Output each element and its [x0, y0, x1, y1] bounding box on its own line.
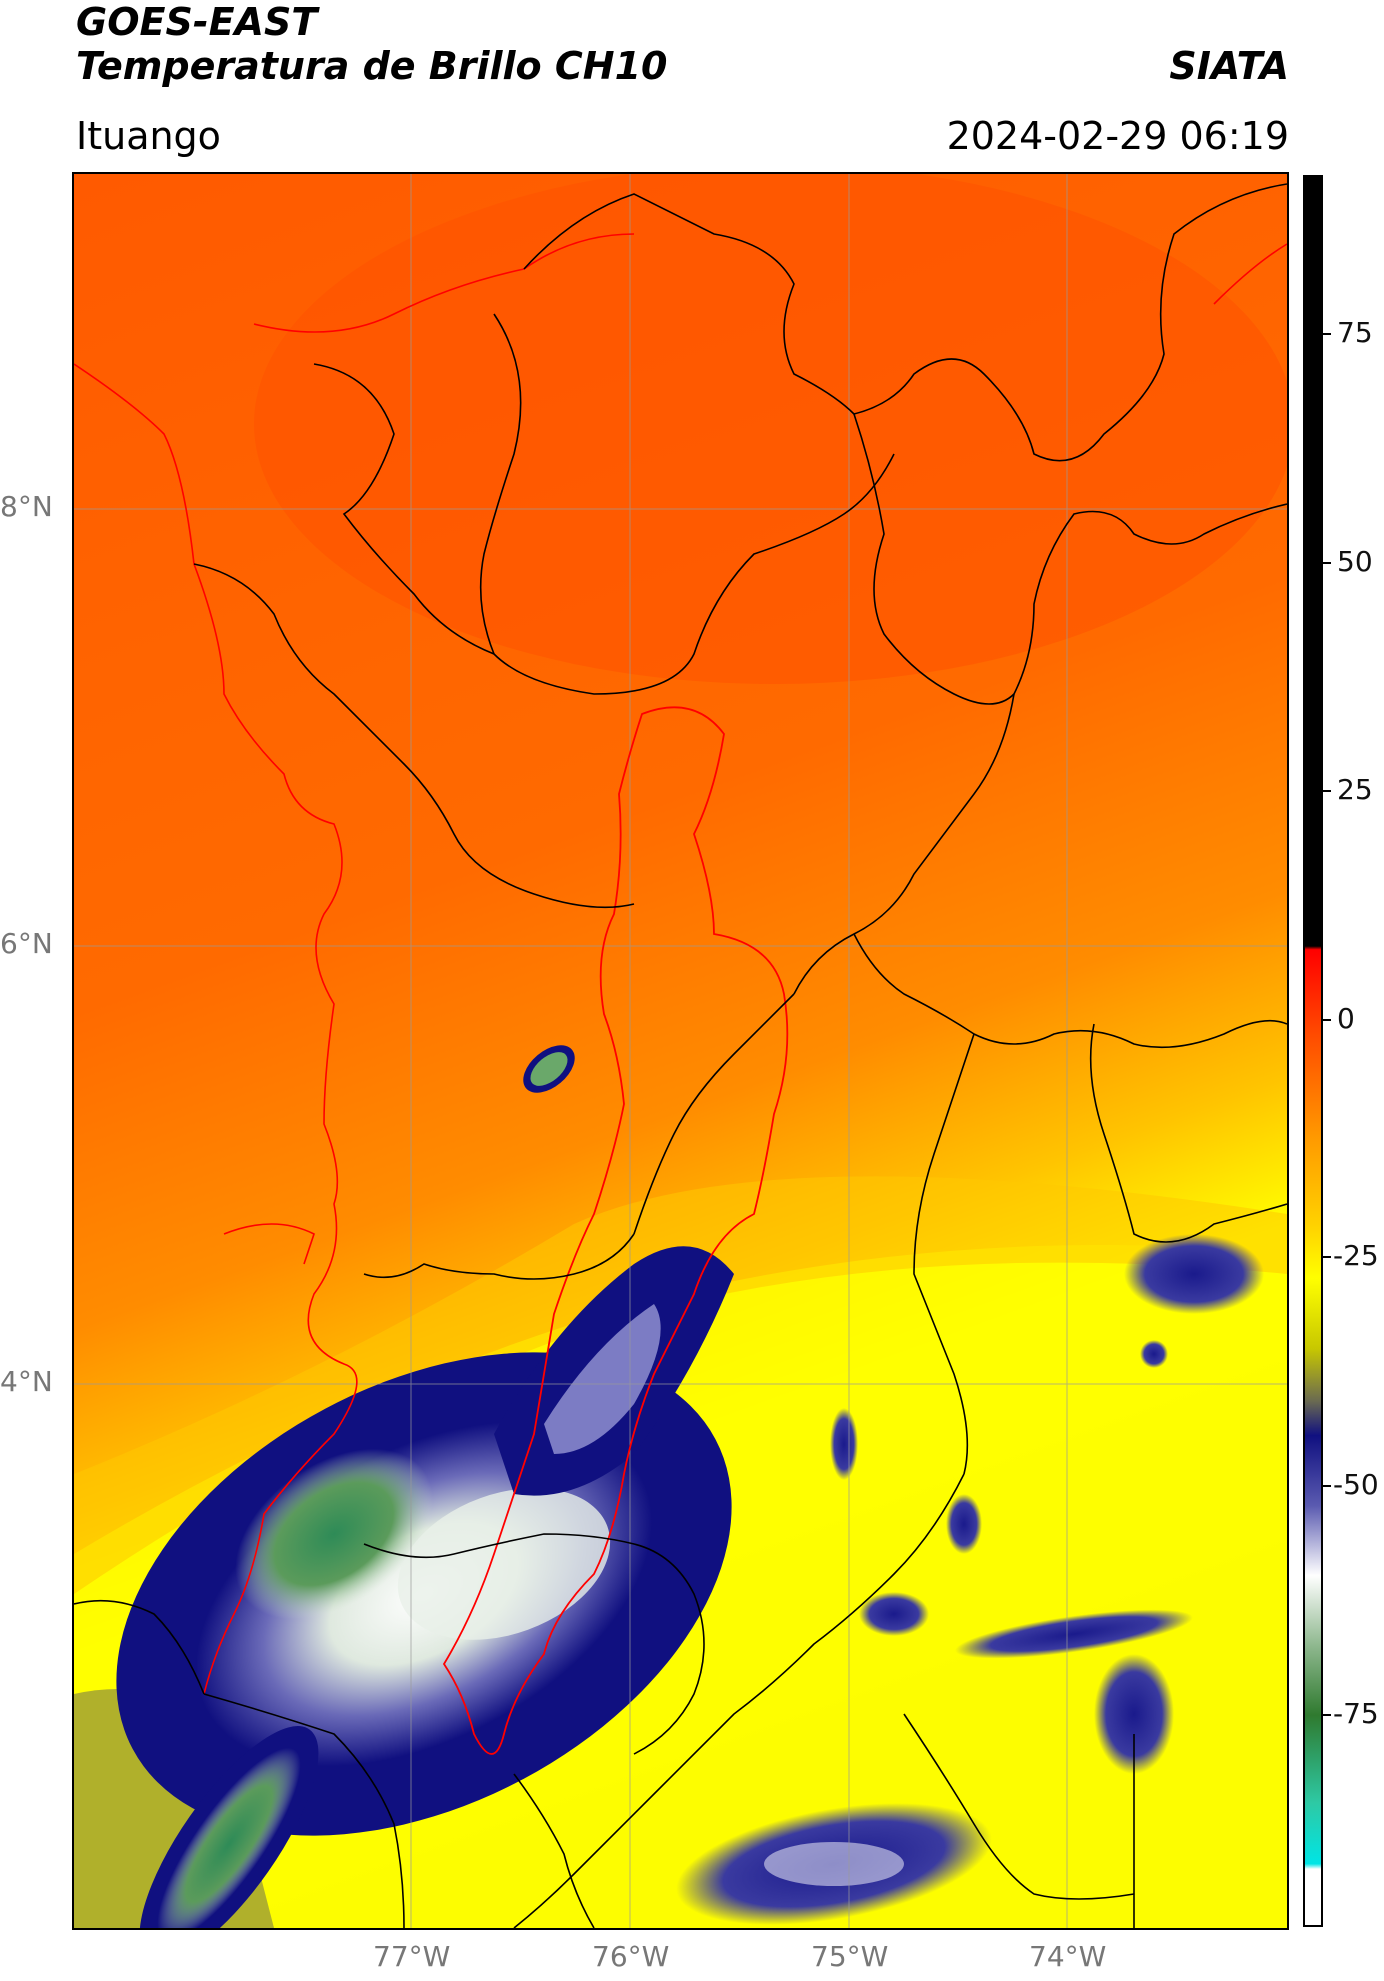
product-title: Temperatura de Brillo CH10	[76, 44, 668, 88]
brightness-temperature-map	[72, 172, 1289, 1930]
cbar-tick-minus50: -50	[1333, 1468, 1379, 1501]
colorbar-gradient	[1305, 177, 1321, 1925]
cold-cloud-top-1	[235, 1448, 433, 1620]
sw-cell-core	[157, 1747, 301, 1928]
caribbean-coast	[253, 233, 635, 333]
region-label: Ituango	[76, 114, 221, 158]
convective-arm-core	[544, 1304, 661, 1454]
lon-label-75w: 75°W	[811, 1940, 889, 1973]
cbar-tick-75: 75	[1337, 316, 1373, 349]
e-cell-1	[1124, 1234, 1264, 1314]
map-svg	[74, 174, 1287, 1928]
graticule	[74, 174, 1287, 1928]
se-cell-3	[1094, 1654, 1174, 1774]
lon-label-76w: 76°W	[592, 1940, 670, 1973]
satellite-title: GOES-EAST	[76, 0, 318, 44]
agency-label: SIATA	[1169, 44, 1289, 88]
cbar-tick-minus75: -75	[1333, 1697, 1379, 1730]
isolated-cell-core	[530, 1052, 568, 1086]
colorbar-ticks	[1323, 333, 1331, 1716]
cbar-tick-25: 25	[1337, 773, 1373, 806]
department-boundaries	[74, 183, 1287, 1928]
ne-coast	[1213, 243, 1287, 305]
cbar-tick-minus25: -25	[1333, 1239, 1379, 1272]
lat-label-4n: 4°N	[0, 1365, 53, 1398]
coastline	[74, 363, 358, 1695]
warm-region	[254, 174, 1287, 684]
s-cell-1-core	[764, 1842, 904, 1886]
colorbar-svg	[1305, 177, 1321, 1925]
datetime-label: 2024-02-29 06:19	[946, 114, 1289, 158]
lat-label-6n: 6°N	[0, 927, 53, 960]
se-cell-1	[859, 1592, 929, 1636]
lon-label-74w: 74°W	[1029, 1940, 1107, 1973]
temperature-colorbar	[1303, 175, 1323, 1927]
cbar-tick-0: 0	[1337, 1002, 1355, 1035]
mid-cell-1	[830, 1408, 858, 1480]
mid-cell-3	[1140, 1340, 1168, 1368]
se-cell-2	[955, 1609, 1193, 1659]
cbar-tick-50: 50	[1337, 545, 1373, 578]
lat-label-8n: 8°N	[0, 490, 53, 523]
ituango-watershed	[442, 706, 789, 1755]
mid-cell-2	[946, 1494, 982, 1554]
lon-label-77w: 77°W	[373, 1940, 451, 1973]
cold-cloud-top-2	[397, 1488, 611, 1640]
